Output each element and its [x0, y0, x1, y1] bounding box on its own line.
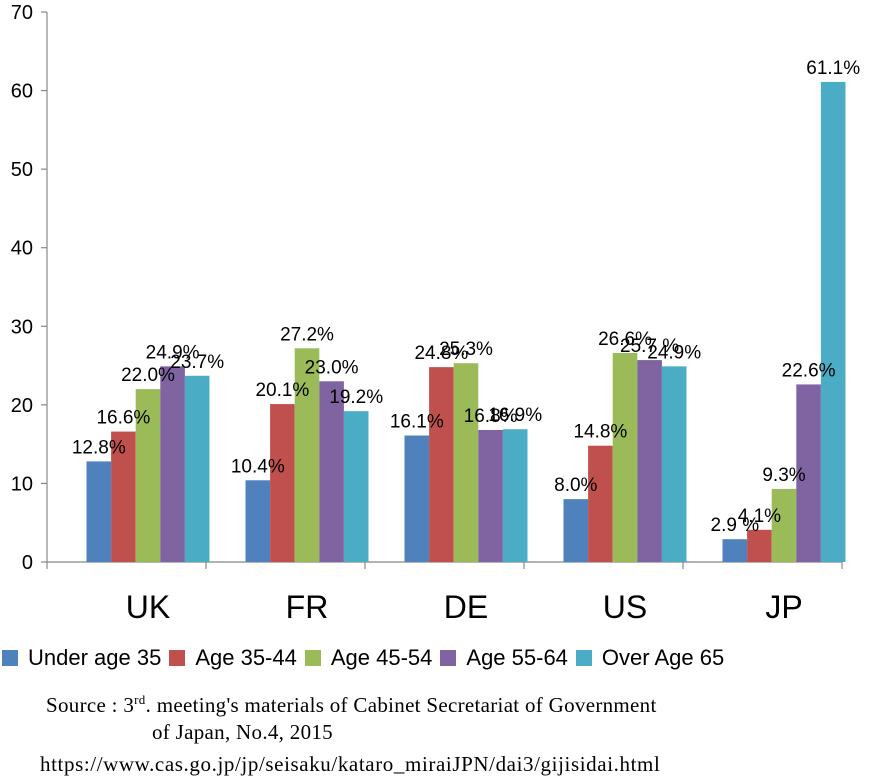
bar	[319, 381, 344, 562]
data-label: 12.8%	[72, 437, 126, 458]
data-label: 16.9%	[488, 405, 542, 426]
y-tick-labels: 0 10 20 30 40 50 60 70	[11, 2, 33, 574]
legend-swatch	[2, 650, 18, 666]
legend: Under age 35 Age 35-44 Age 45-54 Age 55-…	[0, 640, 889, 676]
data-label: 26.6%	[598, 329, 652, 350]
source-url: https://www.cas.go.jp/jp/seisaku/kataro_…	[40, 752, 661, 776]
legend-label: Over Age 65	[601, 645, 725, 670]
legend-swatch	[440, 650, 457, 666]
data-label: 19.2%	[329, 387, 383, 408]
bar	[502, 429, 528, 562]
bar	[184, 375, 210, 562]
source-line-2: of Japan, No.4, 2015	[152, 720, 333, 744]
data-label: 16.1%	[390, 412, 444, 433]
x-tick-label: UK	[126, 589, 170, 625]
legend-swatch	[575, 650, 592, 666]
bar	[637, 360, 662, 562]
bar	[111, 431, 136, 562]
data-label: 23.7%	[170, 352, 224, 373]
x-tick-label: US	[603, 589, 647, 625]
x-tick-label: DE	[444, 589, 488, 625]
data-label: 16.8%	[464, 406, 518, 427]
legend-label: Age 45-54	[330, 645, 433, 670]
bar	[404, 435, 430, 562]
source-line-1: Source : 3rd. meeting's materials of Cab…	[46, 686, 886, 719]
data-label: 2.9 %	[711, 515, 760, 536]
bar	[820, 81, 846, 562]
bar	[86, 461, 112, 562]
y-tick-label: 40	[11, 238, 33, 260]
bar	[429, 367, 454, 562]
legend-item: Over Age 65	[575, 645, 725, 671]
data-label: 22.6%	[782, 360, 836, 381]
data-label: 22.0%	[121, 365, 175, 386]
bar	[160, 366, 185, 562]
bar	[747, 529, 772, 562]
bar	[722, 539, 748, 562]
x-tick-label: JP	[765, 589, 802, 625]
data-labels: 12.8%16.6%22.0%24.9%23.7%10.4%20.1%27.2%…	[72, 58, 860, 536]
x-tick-label: FR	[286, 589, 329, 625]
bar	[588, 445, 613, 562]
y-tick-label: 0	[22, 552, 33, 574]
data-label: 24.8%	[414, 343, 468, 364]
data-label: 24.9%	[647, 342, 701, 363]
legend-item: Age 55-64	[440, 645, 568, 671]
source-superscript: rd	[134, 692, 146, 707]
source-note: Source : 3rd. meeting's materials of Cab…	[46, 686, 886, 746]
legend-label: Under age 35	[28, 645, 162, 670]
data-label: 27.2%	[280, 324, 334, 345]
legend-swatch	[169, 650, 186, 666]
bar	[343, 411, 369, 562]
bar	[612, 353, 638, 562]
bars	[86, 81, 846, 562]
data-label: 25.7 %	[620, 336, 679, 357]
source-prefix: Source : 3	[46, 693, 135, 717]
y-tick-label: 50	[11, 159, 33, 181]
y-tick-label: 60	[11, 81, 33, 103]
legend-item: Age 35-44	[169, 645, 297, 671]
data-label: 25.3%	[439, 339, 493, 360]
bar	[563, 499, 589, 562]
bar	[270, 404, 295, 562]
y-tick-label: 70	[11, 2, 33, 24]
data-label: 16.6%	[96, 408, 150, 429]
data-label: 9.3%	[762, 465, 805, 486]
data-label: 24.9%	[146, 342, 200, 363]
data-label: 4.1%	[738, 506, 781, 527]
bar	[796, 384, 821, 562]
bar	[294, 348, 320, 562]
y-tick-label: 30	[11, 316, 33, 338]
bar	[245, 480, 271, 562]
legend-item: Under age 35	[2, 645, 161, 671]
legend-swatch	[304, 650, 321, 666]
legend-label: Age 35-44	[195, 645, 297, 670]
bar	[135, 389, 161, 562]
bar	[453, 363, 479, 562]
y-tick-label: 10	[11, 473, 33, 495]
data-label: 23.0%	[305, 357, 359, 378]
data-label: 10.4%	[231, 456, 285, 477]
bar	[478, 430, 503, 562]
data-label: 61.1%	[806, 58, 860, 79]
source-line-1-text: . meeting's materials of Cabinet Secreta…	[145, 693, 657, 717]
legend-item: Age 45-54	[304, 645, 433, 671]
bar	[771, 488, 797, 562]
bar	[661, 366, 687, 562]
data-label: 20.1%	[255, 380, 309, 401]
bar-chart: 12.8%16.6%22.0%24.9%23.7%10.4%20.1%27.2%…	[11, 2, 860, 625]
y-tick-label: 20	[11, 395, 33, 417]
data-label: 14.8%	[573, 422, 627, 443]
data-label: 8.0%	[554, 475, 597, 496]
x-tick-labels: UK FR DE US JP	[126, 589, 803, 625]
legend-label: Age 55-64	[466, 645, 568, 670]
